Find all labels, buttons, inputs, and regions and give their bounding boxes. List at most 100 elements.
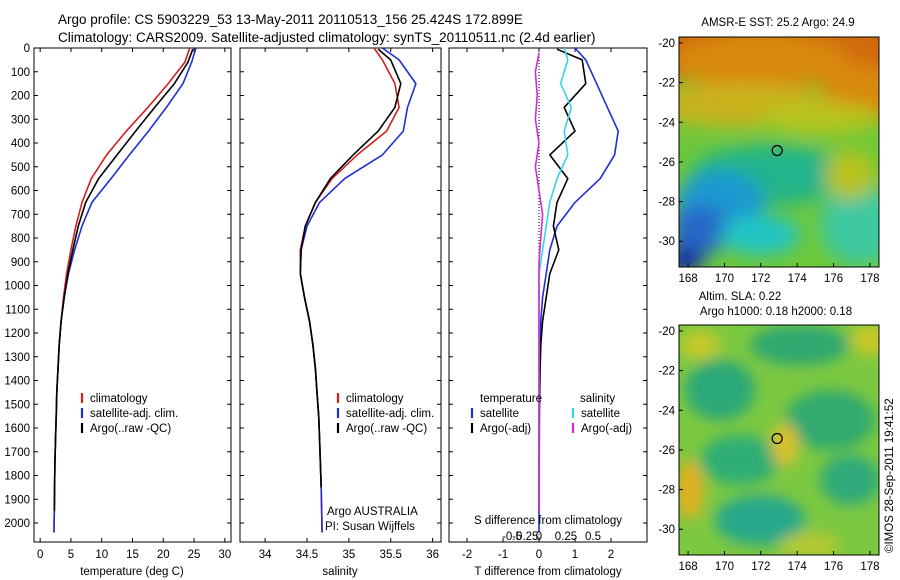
salinity-diff-tick-label: -0.5 — [502, 531, 522, 543]
sst-map: AMSR-E SST: 25.2 Argo: 24.9 168 170 172 174… — [658, 17, 880, 285]
depth-tick-label: 1300 — [4, 352, 30, 364]
series-line-1 — [299, 48, 417, 533]
header-line2: Climatology: CARS2009. Satellite-adjuste… — [58, 30, 596, 45]
depth-tick-label: 600 — [11, 186, 30, 198]
depth-tick-label: 1900 — [4, 494, 30, 506]
x-tick-label: 2 — [608, 549, 614, 561]
temperature-lines — [53, 48, 197, 533]
series-line-2 — [538, 48, 573, 512]
depth-tick-label: 1800 — [4, 471, 30, 483]
lat-tick-label: -20 — [658, 326, 675, 338]
legend-title-temperature: temperature — [480, 393, 542, 405]
difference-depth-ticks — [449, 47, 647, 524]
salinity-diff-tick-label: 0.25 — [555, 531, 577, 543]
depth-tick-label: 900 — [11, 257, 30, 269]
annotation-argo-australia: Argo AUSTRALIA — [327, 506, 418, 518]
depth-tick-label: 700 — [11, 209, 30, 221]
x-tick-label: 36 — [426, 549, 439, 561]
depth-tick-label: 1000 — [4, 281, 30, 293]
sla-frame — [678, 324, 880, 556]
salinity-panel: 34 34.5 35 35.5 36 salinity climatology satel… — [239, 47, 442, 578]
salinity-legend: climatology satellite-adj. clim. Argo(..ra… — [336, 393, 434, 435]
difference-xlabel: T difference from climatology — [474, 566, 621, 578]
salinity-frame — [239, 47, 442, 543]
lon-tick-label: 168 — [678, 561, 697, 573]
legend-label: Argo(..raw -QC) — [90, 423, 171, 435]
sst-map-axes: 168 170 172 174 176 178 -20 -22 -24 -26 -28 -30 — [658, 38, 879, 285]
legend-label: Argo(-adj) — [581, 423, 632, 435]
sst-frame — [678, 36, 880, 268]
x-tick-label: 34 — [259, 549, 272, 561]
legend-label: satellite-adj. clim. — [346, 408, 434, 420]
series-line-0 — [53, 48, 191, 533]
sla-map: Altim. SLA: 0.22 Argo h1000: 0.18 h2000:… — [658, 291, 880, 573]
legend-title-salinity: salinity — [580, 393, 615, 405]
series-line-2 — [53, 48, 194, 512]
legend-label: climatology — [346, 393, 404, 405]
x-tick-label: 25 — [188, 549, 201, 561]
depth-tick-label: 1200 — [4, 328, 30, 340]
x-tick-label: -1 — [498, 549, 508, 561]
sla-map-axes: 168 170 172 174 176 178 -20 -22 -24 -26 -28 -30 — [658, 326, 879, 573]
temperature-panel: 0100200300400500600700800900100011001200… — [4, 43, 232, 578]
depth-tick-label: 1700 — [4, 447, 30, 459]
lon-tick-label: 178 — [860, 273, 879, 285]
sla-map-title: Altim. SLA: 0.22 — [699, 291, 781, 303]
x-tick-label: 10 — [95, 549, 108, 561]
legend-label: climatology — [90, 393, 148, 405]
depth-tick-label: 200 — [11, 91, 30, 103]
legend-label: Argo(..raw -QC) — [346, 423, 427, 435]
lat-tick-label: -30 — [658, 236, 675, 248]
lat-tick-label: -30 — [658, 524, 675, 536]
lat-tick-label: -22 — [658, 366, 675, 378]
x-tick-label: 30 — [218, 549, 231, 561]
salinity-diff-ticks: -0.5-0.250 0.25 0.5 — [502, 531, 601, 543]
lon-tick-label: 176 — [824, 273, 843, 285]
difference-frame — [448, 47, 648, 543]
x-tick-label: 34.5 — [296, 549, 318, 561]
sla-map-subtitle: Argo h1000: 0.18 h2000: 0.18 — [700, 306, 852, 318]
lon-tick-label: 168 — [678, 273, 697, 285]
timestamp-stamp: ©IMOS 28-Sep-2011 19:41:52 — [884, 398, 896, 553]
temperature-legend: climatology satellite-adj. clim. Argo(..ra… — [80, 393, 178, 435]
lon-tick-label: 170 — [715, 273, 734, 285]
sst-map-title: AMSR-E SST: 25.2 Argo: 24.9 — [701, 17, 854, 29]
salinity-xlabel: salinity — [322, 566, 357, 578]
difference-axis: -2 -1 0 1 2 — [462, 48, 614, 561]
depth-tick-label: 100 — [11, 67, 30, 79]
lon-tick-label: 170 — [715, 561, 734, 573]
series-line-0 — [299, 48, 400, 533]
lat-tick-label: -24 — [658, 405, 675, 417]
difference-lines — [534, 48, 620, 533]
depth-tick-label: 2000 — [4, 518, 30, 530]
salinity-depth-ticks — [240, 47, 441, 524]
depth-tick-label: 800 — [11, 233, 30, 245]
header-line1: Argo profile: CS 5903229_53 13-May-2011 … — [58, 12, 523, 27]
depth-tick-label: 0 — [24, 43, 30, 55]
series-line-2 — [299, 48, 402, 488]
x-tick-label: 35.5 — [380, 549, 402, 561]
lat-tick-label: -20 — [658, 38, 675, 50]
depth-axis: 0 100 200 300 400 500 600 700 800 900 1000 1100 1200… — [4, 43, 231, 530]
salinity-diff-tick-label: 0.5 — [585, 531, 601, 543]
x-tick-label: 1 — [572, 549, 578, 561]
annotation-pi: PI: Susan Wijffels — [325, 521, 415, 533]
x-tick-label: 0 — [536, 549, 542, 561]
salinity-diff-tick-label: 0 — [536, 531, 542, 543]
salinity-axis: 34 34.5 35 35.5 36 — [259, 48, 439, 561]
series-line-1 — [53, 48, 197, 533]
salinity-lines — [299, 48, 417, 533]
depth-tick-label: 400 — [11, 138, 30, 150]
lon-tick-label: 174 — [788, 561, 808, 573]
depth-tick-label: 1600 — [4, 423, 30, 435]
difference-panel: -2 -1 0 1 2 T difference from climatology S … — [448, 47, 648, 578]
lat-tick-label: -26 — [658, 445, 675, 457]
lon-tick-label: 174 — [788, 273, 808, 285]
argo-location-marker — [771, 144, 783, 157]
lon-tick-label: 172 — [751, 561, 770, 573]
legend-label: satellite-adj. clim. — [90, 408, 178, 420]
legend-label: Argo(-adj) — [480, 423, 531, 435]
lat-tick-label: -28 — [658, 197, 675, 209]
legend-label: satellite — [581, 408, 620, 420]
